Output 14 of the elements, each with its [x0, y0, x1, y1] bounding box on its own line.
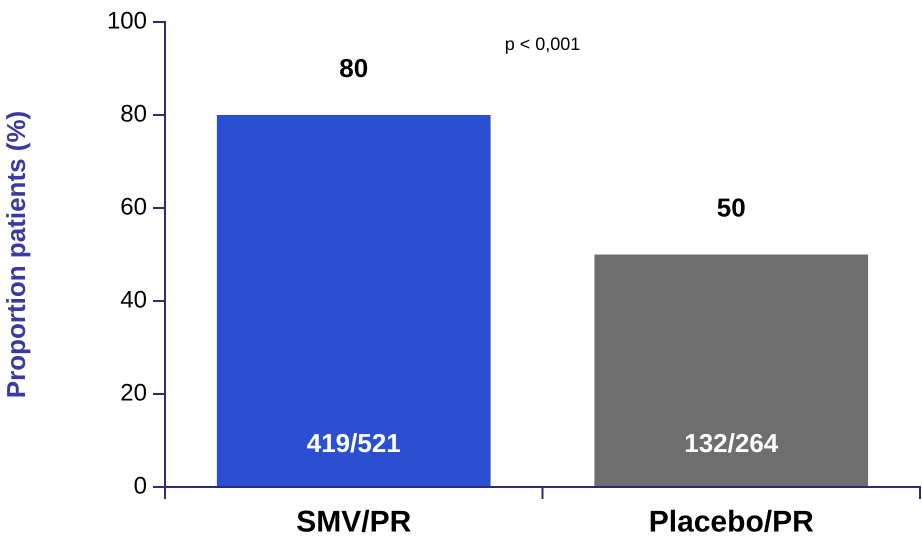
- x-tick-label: SMV/PR: [296, 505, 412, 538]
- data-label: 80: [339, 53, 368, 84]
- x-tick-label: Placebo/PR: [648, 505, 814, 538]
- annotation: 419/521: [306, 428, 401, 458]
- annotation: p < 0,001: [504, 34, 580, 54]
- y-tick-label: 100: [106, 8, 147, 35]
- y-axis-title: Proportion patients (%): [0, 110, 31, 398]
- data-label: 50: [716, 192, 746, 223]
- annotation: 132/264: [684, 428, 779, 458]
- y-tick-label: 0: [134, 472, 147, 500]
- y-tick-label: 60: [120, 194, 147, 221]
- y-tick-label: 20: [120, 380, 147, 407]
- y-tick-label: 80: [120, 100, 147, 128]
- y-tick-label: 40: [120, 286, 147, 314]
